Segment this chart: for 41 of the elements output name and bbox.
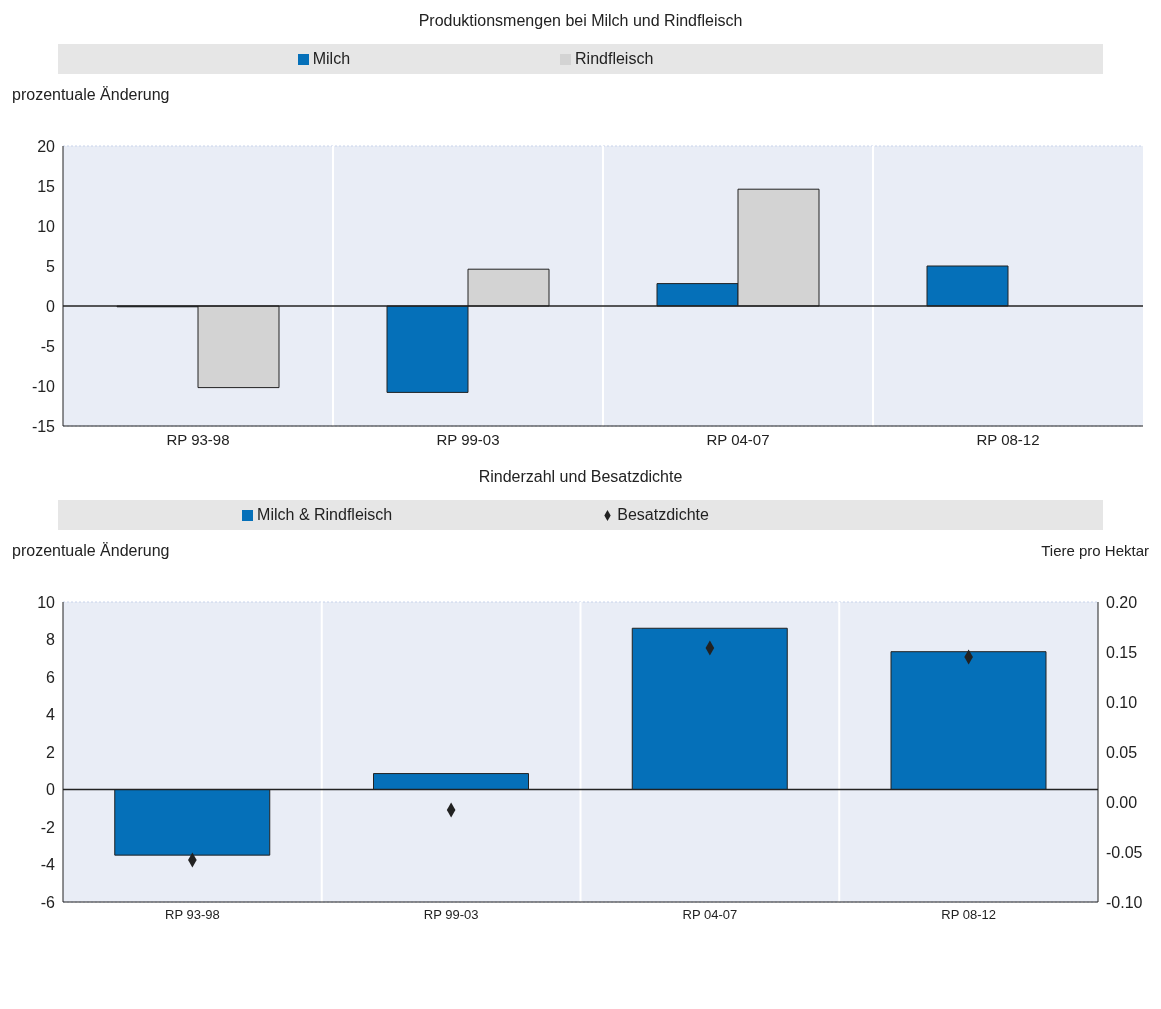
x-tick-label: RP 93-98 — [165, 907, 220, 923]
y-tick-label: 10 — [37, 217, 56, 235]
y-axis-title: prozentuale Änderung — [12, 86, 170, 104]
x-tick-label: RP 93-98 — [166, 430, 230, 448]
x-tick-label: RP 08-12 — [976, 430, 1040, 448]
x-tick-label: RP 08-12 — [941, 907, 996, 923]
legend-label: Rindfleisch — [575, 50, 654, 67]
y2-tick-label: 0.05 — [1106, 743, 1138, 761]
y-tick-label: 10 — [37, 593, 56, 611]
y-tick-label: 2 — [46, 743, 56, 761]
y-tick-label: -10 — [31, 377, 56, 395]
y-tick-label: -4 — [40, 856, 56, 874]
x-tick-label: RP 99-03 — [436, 430, 500, 448]
y-tick-label: 0 — [46, 297, 56, 315]
y-tick-label: 6 — [46, 668, 56, 686]
legend-label: Milch — [312, 50, 351, 67]
y2-tick-label: -0.05 — [1106, 843, 1143, 861]
x-tick-label: RP 04-07 — [682, 907, 738, 923]
y-tick-label: 5 — [46, 257, 56, 275]
y-tick-label: 4 — [46, 706, 56, 724]
x-tick-label: RP 99-03 — [423, 907, 479, 923]
y-tick-label: 15 — [37, 177, 56, 195]
legend-label: Besatzdichte — [617, 506, 709, 523]
chart-title: Rinderzahl und Besatzdichte — [477, 467, 684, 487]
y2-tick-label: 0.00 — [1106, 793, 1138, 811]
x-tick-label: RP 04-07 — [706, 430, 770, 448]
y2-tick-label: 0.10 — [1106, 693, 1138, 711]
y-tick-label: -2 — [40, 818, 56, 836]
y-tick-label: -6 — [40, 893, 56, 911]
y-tick-label: 8 — [46, 631, 56, 649]
y2-tick-label: 0.20 — [1106, 593, 1138, 611]
y-axis-title: prozentuale Änderung — [12, 542, 170, 560]
chart-title: Produktionsmengen bei Milch und Rindfleisch — [417, 11, 744, 31]
y-tick-label: -15 — [31, 417, 56, 435]
y2-axis-title: Tiere pro Hektar — [1041, 542, 1149, 559]
y2-tick-label: -0.10 — [1106, 893, 1143, 911]
legend-label: Milch & Rindfleisch — [257, 506, 393, 523]
y2-tick-label: 0.15 — [1106, 643, 1138, 661]
y-tick-label: 0 — [46, 781, 56, 799]
y-tick-label: 20 — [37, 137, 56, 155]
y-tick-label: -5 — [40, 337, 56, 355]
